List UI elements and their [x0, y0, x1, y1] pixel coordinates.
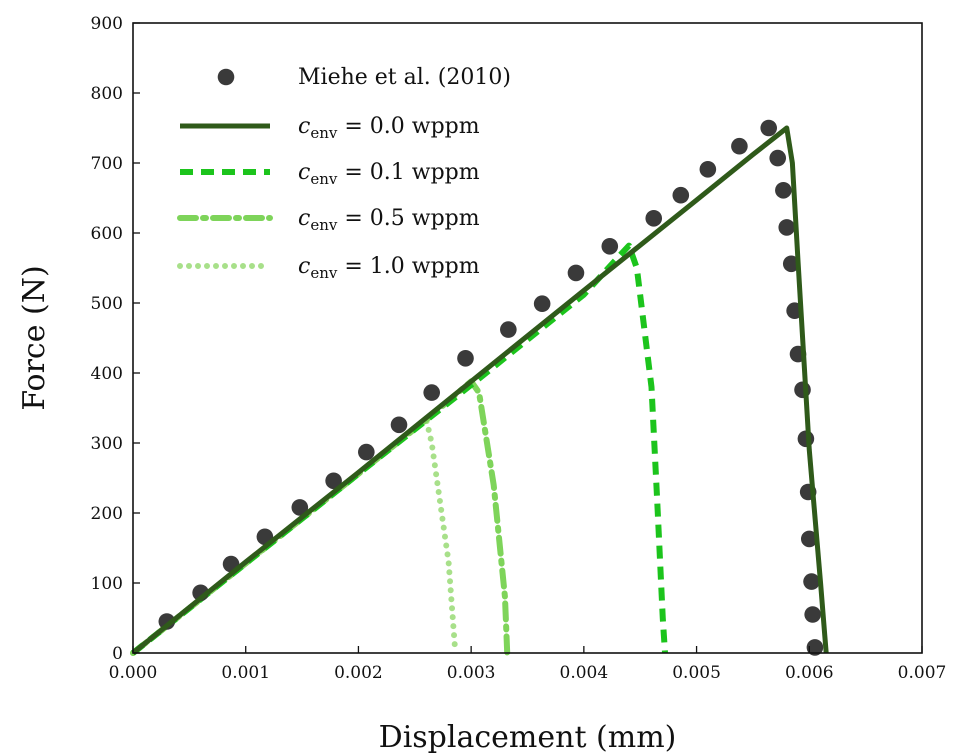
data-point-miehe	[325, 472, 342, 490]
data-point-miehe	[567, 264, 585, 282]
data-point-miehe	[457, 350, 474, 367]
y-tick-label: 100	[91, 574, 123, 594]
data-point-miehe	[782, 255, 800, 273]
series-layer	[130, 119, 829, 656]
legend-label: Miehe et al. (2010)	[298, 65, 511, 90]
data-point-miehe	[769, 149, 787, 167]
x-tick-label: 0.004	[560, 663, 609, 683]
x-tick-label: 0.006	[785, 663, 834, 683]
legend-label: cenv = 0.5 wppm	[298, 206, 480, 234]
data-point-miehe	[760, 119, 778, 137]
y-tick-label: 400	[91, 364, 123, 384]
x-tick-label: 0.003	[447, 663, 496, 683]
y-tick-label: 700	[91, 154, 123, 174]
plot-frame	[132, 22, 923, 654]
legend-label: cenv = 0.0 wppm	[298, 114, 480, 142]
data-point-miehe	[803, 573, 820, 590]
y-tick-label: 800	[91, 84, 123, 104]
data-point-miehe	[158, 613, 176, 630]
data-point-miehe	[358, 443, 375, 461]
data-point-miehe	[806, 639, 824, 656]
y-tick-label: 500	[91, 294, 123, 314]
x-tick-label: 0.007	[898, 663, 947, 683]
data-point-miehe	[804, 606, 821, 623]
y-tick-label: 600	[91, 224, 123, 244]
y-tick-label: 900	[91, 14, 123, 34]
x-tick-label: 0.005	[672, 663, 721, 683]
data-point-miehe	[672, 186, 690, 204]
data-point-miehe	[731, 137, 748, 155]
data-point-miehe	[699, 161, 717, 178]
data-point-miehe	[291, 499, 309, 516]
data-point-miehe	[390, 416, 408, 434]
y-tick-label: 200	[91, 504, 123, 524]
data-point-miehe	[500, 321, 517, 338]
x-axis-title: Displacement (mm)	[379, 720, 677, 754]
y-axis-title: Force (N)	[17, 265, 52, 410]
data-point-miehe	[800, 530, 818, 548]
data-point-miehe	[645, 210, 663, 227]
data-point-miehe	[601, 238, 619, 255]
legend-label: cenv = 1.0 wppm	[298, 254, 480, 282]
y-tick-label: 300	[91, 434, 123, 454]
y-tick-label: 0	[112, 644, 123, 664]
data-point-miehe	[533, 295, 551, 313]
data-point-miehe	[775, 182, 792, 199]
series-line-1	[131, 125, 829, 655]
legend-marker	[217, 68, 235, 86]
axis-ticks: 0.000 0.001 0.002 0.003 0.004 0.005 0.006 0.007…	[91, 14, 947, 683]
legend-label: cenv = 0.1 wppm	[298, 160, 480, 188]
data-point-miehe	[778, 219, 796, 236]
series-line-3	[130, 378, 511, 656]
x-tick-label: 0.001	[221, 663, 270, 683]
data-point-miehe	[423, 384, 440, 401]
x-tick-label: 0.002	[334, 663, 383, 683]
legend: Miehe et al. (2010) cenv = 0.0 wppm cenv =…	[177, 65, 511, 282]
x-tick-label: 0.000	[109, 663, 158, 683]
